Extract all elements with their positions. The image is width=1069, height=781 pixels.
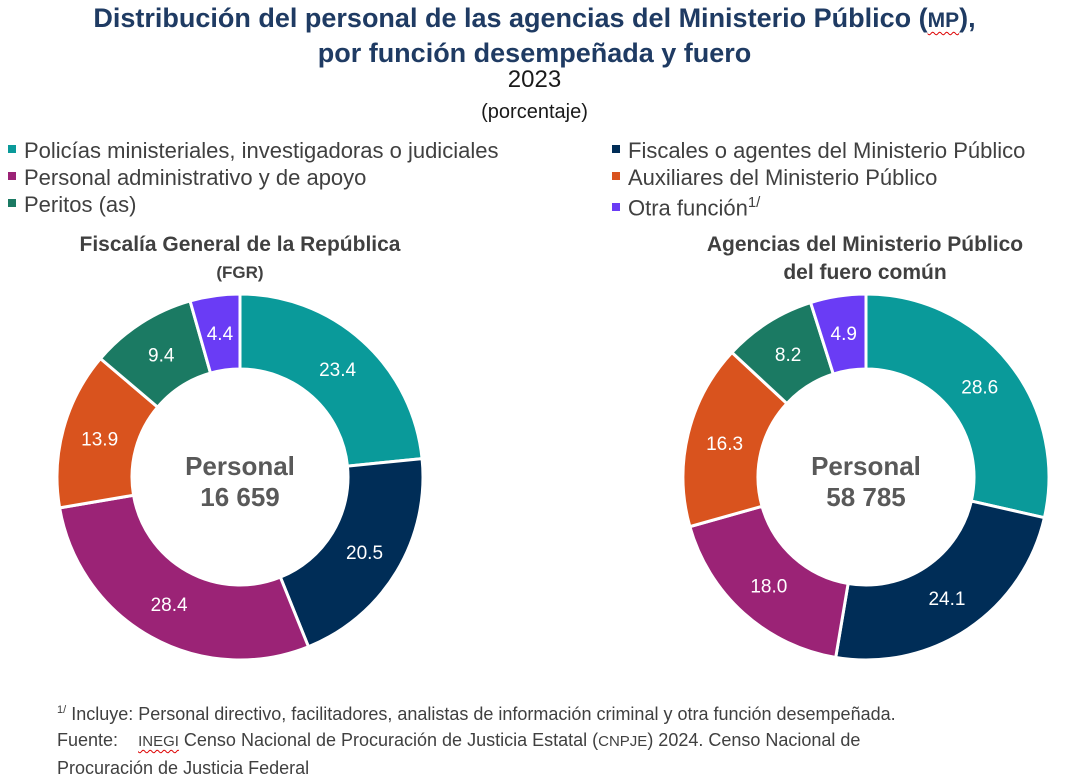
- footnote-1: 1/ Incluye: Personal directivo, facilita…: [57, 704, 896, 724]
- chart-1-data-label-4: 13.9: [81, 430, 118, 451]
- legend-swatch: [612, 145, 620, 154]
- year-label: 2023: [507, 66, 562, 93]
- chart-1-slice-3: [57, 493, 311, 662]
- chart-1-slice-1: [238, 292, 424, 468]
- chart-1-data-label-1: 23.4: [319, 360, 356, 381]
- chart-1-data-label-5: 9.4: [148, 346, 175, 367]
- legend-item-peritos: Peritos (as): [8, 192, 136, 218]
- footnotes: 1/ Incluye: Personal directivo, facilita…: [57, 697, 896, 781]
- chart-2-data-label-4: 16.3: [706, 434, 743, 455]
- chart-2-slice-2: [833, 499, 1047, 662]
- chart-2-slice-6: [808, 292, 868, 376]
- legend-swatch: [8, 199, 16, 208]
- legend-item-otra-funcion: Otra función1/: [612, 190, 760, 221]
- title-mp: MP: [927, 9, 960, 32]
- legend-swatch: [8, 145, 16, 154]
- chart-2-data-label-1: 28.6: [961, 377, 998, 398]
- chart-2-slice-1: [864, 292, 1051, 520]
- source-line-2: Procuración de Justicia Federal: [57, 758, 310, 778]
- legend-swatch: [612, 172, 620, 181]
- source-line: Fuente: INEGI Censo Nacional de Procurac…: [57, 730, 861, 750]
- chart-2-center-value: 58 785: [826, 482, 906, 512]
- chart-2-data-label-6: 4.9: [831, 324, 857, 345]
- chart-1-slice-6: [188, 292, 242, 375]
- legend-swatch: [612, 202, 620, 211]
- legend-item-auxiliares: Auxiliares del Ministerio Público: [612, 165, 937, 191]
- chart-2-data-label-2: 24.1: [928, 589, 965, 610]
- chart-2-title: Agencias del Ministerio Público del fuer…: [706, 233, 1024, 284]
- chart-1-center-value: 16 659: [200, 482, 280, 512]
- chart-1-data-label-3: 28.4: [151, 595, 188, 616]
- chart-1-data-label-6: 4.4: [207, 324, 234, 345]
- legend-item-fiscales: Fiscales o agentes del Ministerio Públic…: [612, 138, 1025, 164]
- chart-1-data-label-2: 20.5: [346, 543, 383, 564]
- chart-title: Distribución del personal de las agencia…: [0, 2, 1069, 69]
- chart-1-title: Fiscalía General de la República (FGR): [79, 233, 401, 282]
- legend-swatch: [8, 172, 16, 181]
- legend-item-administrativo: Personal administrativo y de apoyo: [8, 165, 366, 191]
- chart-2-data-label-3: 18.0: [750, 576, 787, 597]
- chart-1-center-label: Personal: [185, 451, 295, 481]
- unit-label: (porcentaje): [481, 101, 588, 123]
- legend-item-policias: Policías ministeriales, investigadoras o…: [8, 138, 498, 164]
- chart-2-data-label-5: 8.2: [775, 345, 801, 366]
- chart-2-center-label: Personal: [811, 451, 921, 481]
- title-line-2: por función desempeñada y fuero: [317, 38, 752, 68]
- title-line-1: Distribución del personal de las agencia…: [93, 3, 976, 33]
